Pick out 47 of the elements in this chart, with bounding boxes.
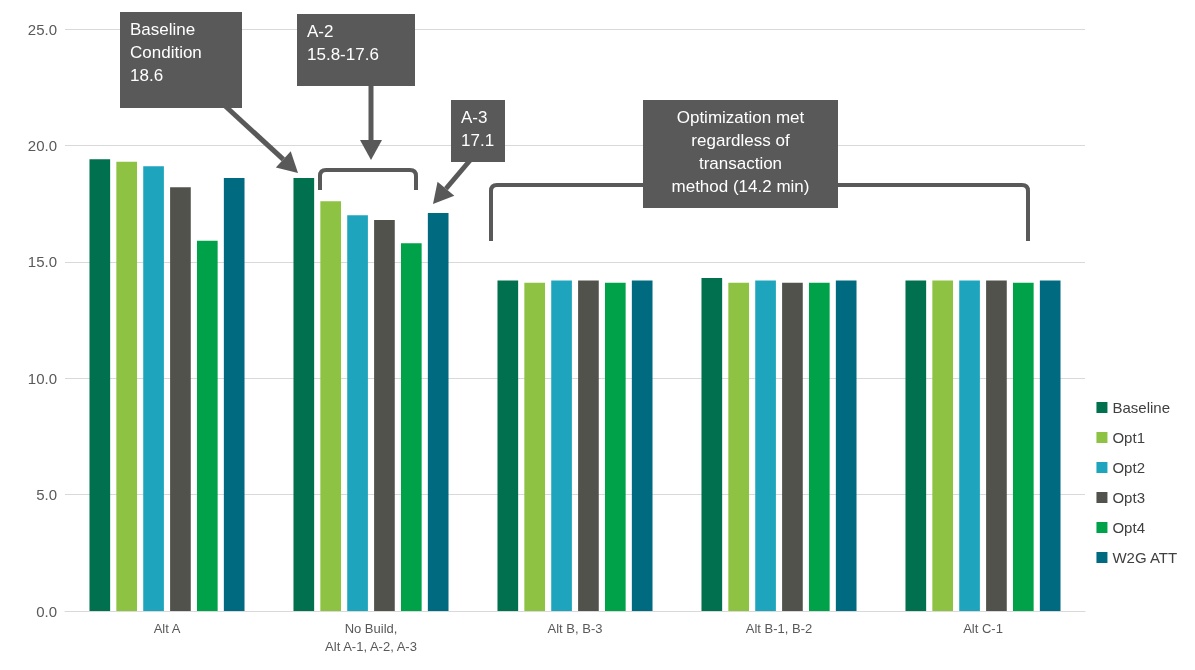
y-tick-label: 0.0 [36,602,57,620]
bar [374,219,395,611]
x-tick-label: Alt C-1 [963,620,1003,636]
bar [808,282,830,611]
bar [631,280,653,611]
bar [89,159,111,611]
bar [905,280,927,611]
x-tick-label: Alt A [153,620,181,636]
bar [782,282,803,611]
bar [1039,280,1061,611]
legend-label: Opt2 [1112,459,1145,476]
bar [320,201,342,611]
bar [116,161,138,611]
x-tick-label: Alt B-1, B-2 [745,620,813,636]
legend-label: Baseline [1112,399,1170,416]
bar [701,278,723,611]
x-tick-label: No Build, Alt A-1, A-2, A-3 [325,620,417,654]
bar [755,280,776,611]
bar [347,215,368,611]
y-tick-label: 25.0 [27,20,57,38]
bar [835,280,857,611]
bar [932,280,954,611]
bar [578,280,599,611]
bar [728,282,750,611]
legend-label: W2G ATT [1112,549,1178,566]
legend-label: Opt3 [1112,489,1145,506]
bar [400,243,422,611]
legend-label: Opt4 [1112,519,1145,536]
bar [223,177,245,611]
y-tick-label: 20.0 [27,136,57,154]
bar [293,177,315,611]
bar [196,240,218,611]
y-tick-label: 5.0 [36,486,57,504]
bar [170,187,191,611]
bar [551,280,572,611]
bar [427,212,449,611]
y-tick-label: 15.0 [27,253,57,271]
bar [524,282,546,611]
legend-label: Opt1 [1112,429,1145,446]
bar [986,280,1007,611]
bar [143,166,164,611]
bar [497,280,519,611]
bar [1012,282,1034,611]
bar [959,280,980,611]
y-tick-label: 10.0 [27,369,57,387]
bar [604,282,626,611]
x-tick-label: Alt B, B-3 [547,620,603,636]
